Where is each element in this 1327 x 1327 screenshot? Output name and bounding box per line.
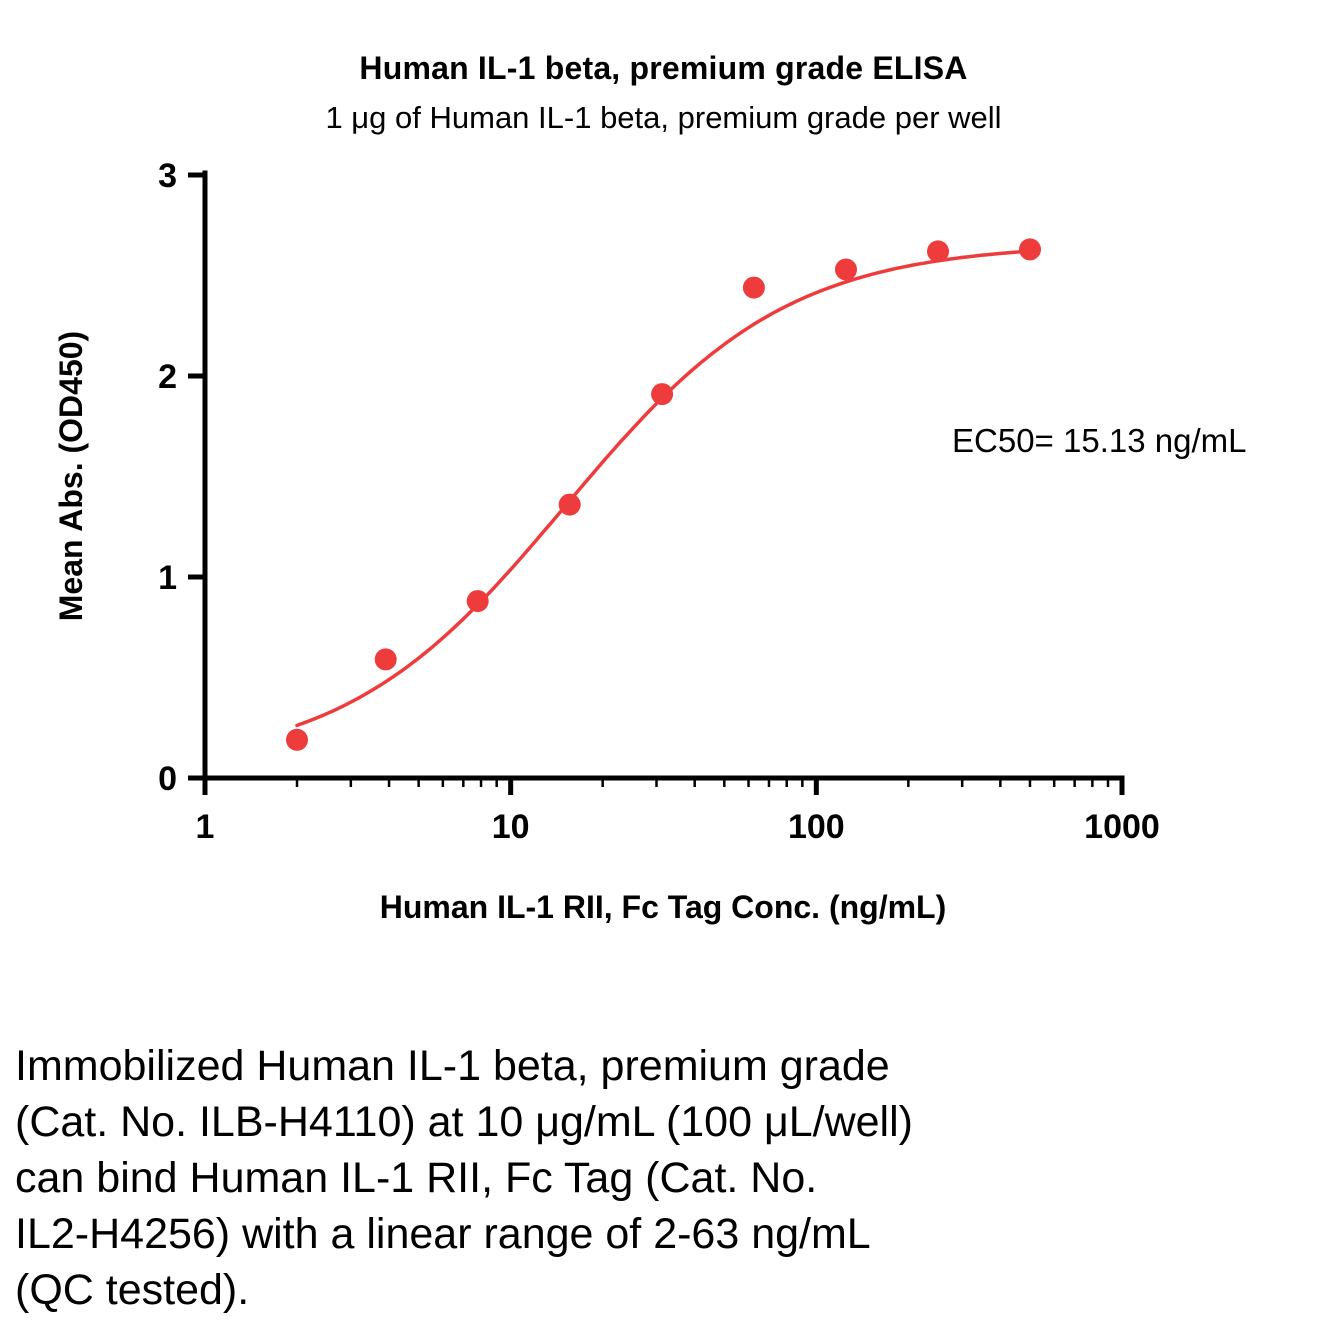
figure-caption: Immobilized Human IL-1 beta, premium gra… xyxy=(15,1038,1195,1318)
data-point xyxy=(1019,238,1041,261)
x-tick-label: 1000 xyxy=(1084,808,1160,846)
x-axis-label: Human IL-1 RII, Fc Tag Conc. (ng/mL) xyxy=(380,889,947,925)
data-point xyxy=(286,728,308,751)
y-tick-label: 3 xyxy=(158,157,177,195)
elisa-chart: Mean Abs. (OD450) Human IL-1 RII, Fc Tag… xyxy=(53,157,1246,925)
data-point xyxy=(558,493,581,516)
data-point xyxy=(651,383,674,406)
caption-line: can bind Human IL-1 RII, Fc Tag (Cat. No… xyxy=(15,1154,818,1202)
fit-curve xyxy=(295,249,1032,728)
caption-line: (QC tested). xyxy=(15,1266,250,1314)
caption-line: (Cat. No. ILB-H4110) at 10 μg/mL (100 μL… xyxy=(15,1098,913,1146)
data-point xyxy=(742,276,765,299)
y-tick-label: 0 xyxy=(158,760,177,798)
x-tick-label: 10 xyxy=(492,808,530,846)
caption-line: IL2-H4256) with a linear range of 2-63 n… xyxy=(15,1210,871,1258)
chart-title: Human IL-1 beta, premium grade ELISA xyxy=(359,50,968,86)
caption-line: Immobilized Human IL-1 beta, premium gra… xyxy=(15,1042,890,1090)
data-point xyxy=(835,258,857,281)
y-axis-label: Mean Abs. (OD450) xyxy=(53,331,89,621)
axis-lines xyxy=(202,170,1125,781)
y-tick-label: 2 xyxy=(158,358,177,396)
data-point xyxy=(466,590,489,613)
ec50-annotation: EC50= 15.13 ng/mL xyxy=(952,422,1246,459)
chart-subtitle: 1 μg of Human IL-1 beta, premium grade p… xyxy=(325,100,1002,135)
data-point xyxy=(374,648,397,671)
x-tick-label: 100 xyxy=(788,808,845,846)
data-point xyxy=(927,240,949,263)
y-tick-label: 1 xyxy=(158,559,177,597)
x-tick-label: 1 xyxy=(196,808,215,846)
